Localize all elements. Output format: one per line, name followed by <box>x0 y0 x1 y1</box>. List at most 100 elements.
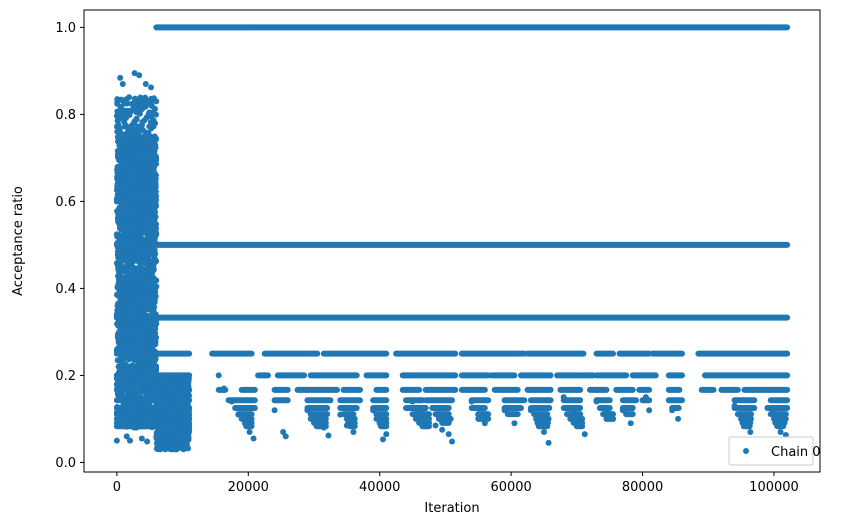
data-point <box>145 357 152 364</box>
data-point <box>117 333 124 340</box>
data-point <box>135 375 142 382</box>
data-point <box>121 347 128 354</box>
data-point <box>129 355 136 362</box>
data-point <box>271 407 278 414</box>
data-point <box>144 438 151 445</box>
data-point <box>121 123 128 130</box>
data-point <box>228 398 235 405</box>
data-point <box>138 342 145 349</box>
data-point <box>114 96 121 103</box>
data-point <box>376 420 383 427</box>
data-point <box>114 292 121 299</box>
data-point <box>117 211 124 218</box>
x-tick-label: 40000 <box>359 480 400 495</box>
data-point <box>142 80 149 87</box>
data-point <box>123 187 130 194</box>
x-tick-label: 20000 <box>228 480 269 495</box>
data-point <box>143 141 150 148</box>
data-point <box>125 165 132 172</box>
data-point <box>152 311 159 318</box>
data-point <box>175 390 182 397</box>
data-point <box>343 422 350 429</box>
data-point <box>132 302 139 309</box>
data-point <box>162 387 169 394</box>
data-point <box>123 96 130 103</box>
data-point <box>136 72 143 79</box>
data-point <box>731 402 738 409</box>
data-point <box>114 147 121 154</box>
data-point <box>156 409 163 416</box>
data-point <box>137 94 144 101</box>
data-point <box>122 419 129 426</box>
data-point <box>182 444 189 451</box>
data-point <box>123 210 130 217</box>
data-point <box>136 142 143 149</box>
data-point <box>163 436 170 443</box>
data-point <box>137 300 144 307</box>
data-point <box>449 438 455 445</box>
data-point <box>131 312 138 319</box>
data-point <box>153 432 160 439</box>
data-point <box>173 427 180 434</box>
y-tick-label: 0.6 <box>55 195 76 210</box>
data-point <box>139 119 146 126</box>
data-point <box>140 238 147 245</box>
ticks: 0 20000 40000 60000 80000 100000 0.0 0.2 0.4 0.6 0… <box>55 21 799 495</box>
data-point <box>120 161 127 168</box>
data-point <box>603 407 610 414</box>
data-point <box>183 401 190 408</box>
data-point <box>280 428 287 435</box>
legend-marker <box>743 448 749 454</box>
data-point <box>131 279 138 286</box>
data-point <box>120 134 127 141</box>
data-point <box>113 437 120 444</box>
data-point <box>178 426 185 433</box>
data-point <box>610 415 616 422</box>
data-point <box>170 389 177 396</box>
data-point <box>117 223 124 230</box>
data-point <box>133 354 140 361</box>
data-point <box>129 266 136 273</box>
data-point <box>119 247 126 254</box>
data-point <box>115 273 122 280</box>
data-point <box>125 315 132 322</box>
data-point <box>119 392 126 399</box>
data-point <box>777 428 784 435</box>
data-point <box>117 74 124 81</box>
data-point <box>185 429 192 436</box>
data-point <box>350 428 357 435</box>
data-point <box>114 349 121 356</box>
data-point <box>135 130 142 137</box>
data-point <box>127 219 134 226</box>
data-point <box>173 375 180 382</box>
data-point <box>143 114 150 121</box>
data-point <box>181 394 188 401</box>
data-point <box>163 376 170 383</box>
data-point <box>422 415 429 422</box>
data-point <box>136 110 143 117</box>
data-point <box>120 276 127 283</box>
data-point <box>139 126 146 133</box>
data-point <box>122 263 129 270</box>
data-point <box>380 436 386 443</box>
data-point <box>114 284 121 291</box>
data-point <box>150 187 157 194</box>
data-point <box>140 370 147 377</box>
data-point <box>146 156 153 163</box>
data-point <box>132 413 139 420</box>
data-point <box>182 385 189 392</box>
data-point <box>125 290 132 297</box>
data-point <box>130 144 137 151</box>
data-point <box>126 259 133 266</box>
data-point <box>541 428 547 435</box>
data-point <box>439 426 446 433</box>
data-point <box>577 420 584 427</box>
data-point <box>175 415 182 422</box>
data-point <box>147 136 154 143</box>
data-point <box>186 415 193 422</box>
data-point <box>165 382 172 389</box>
data-point <box>151 278 158 285</box>
outlier-points <box>113 70 790 453</box>
data-point <box>127 342 134 349</box>
data-point <box>220 385 227 392</box>
